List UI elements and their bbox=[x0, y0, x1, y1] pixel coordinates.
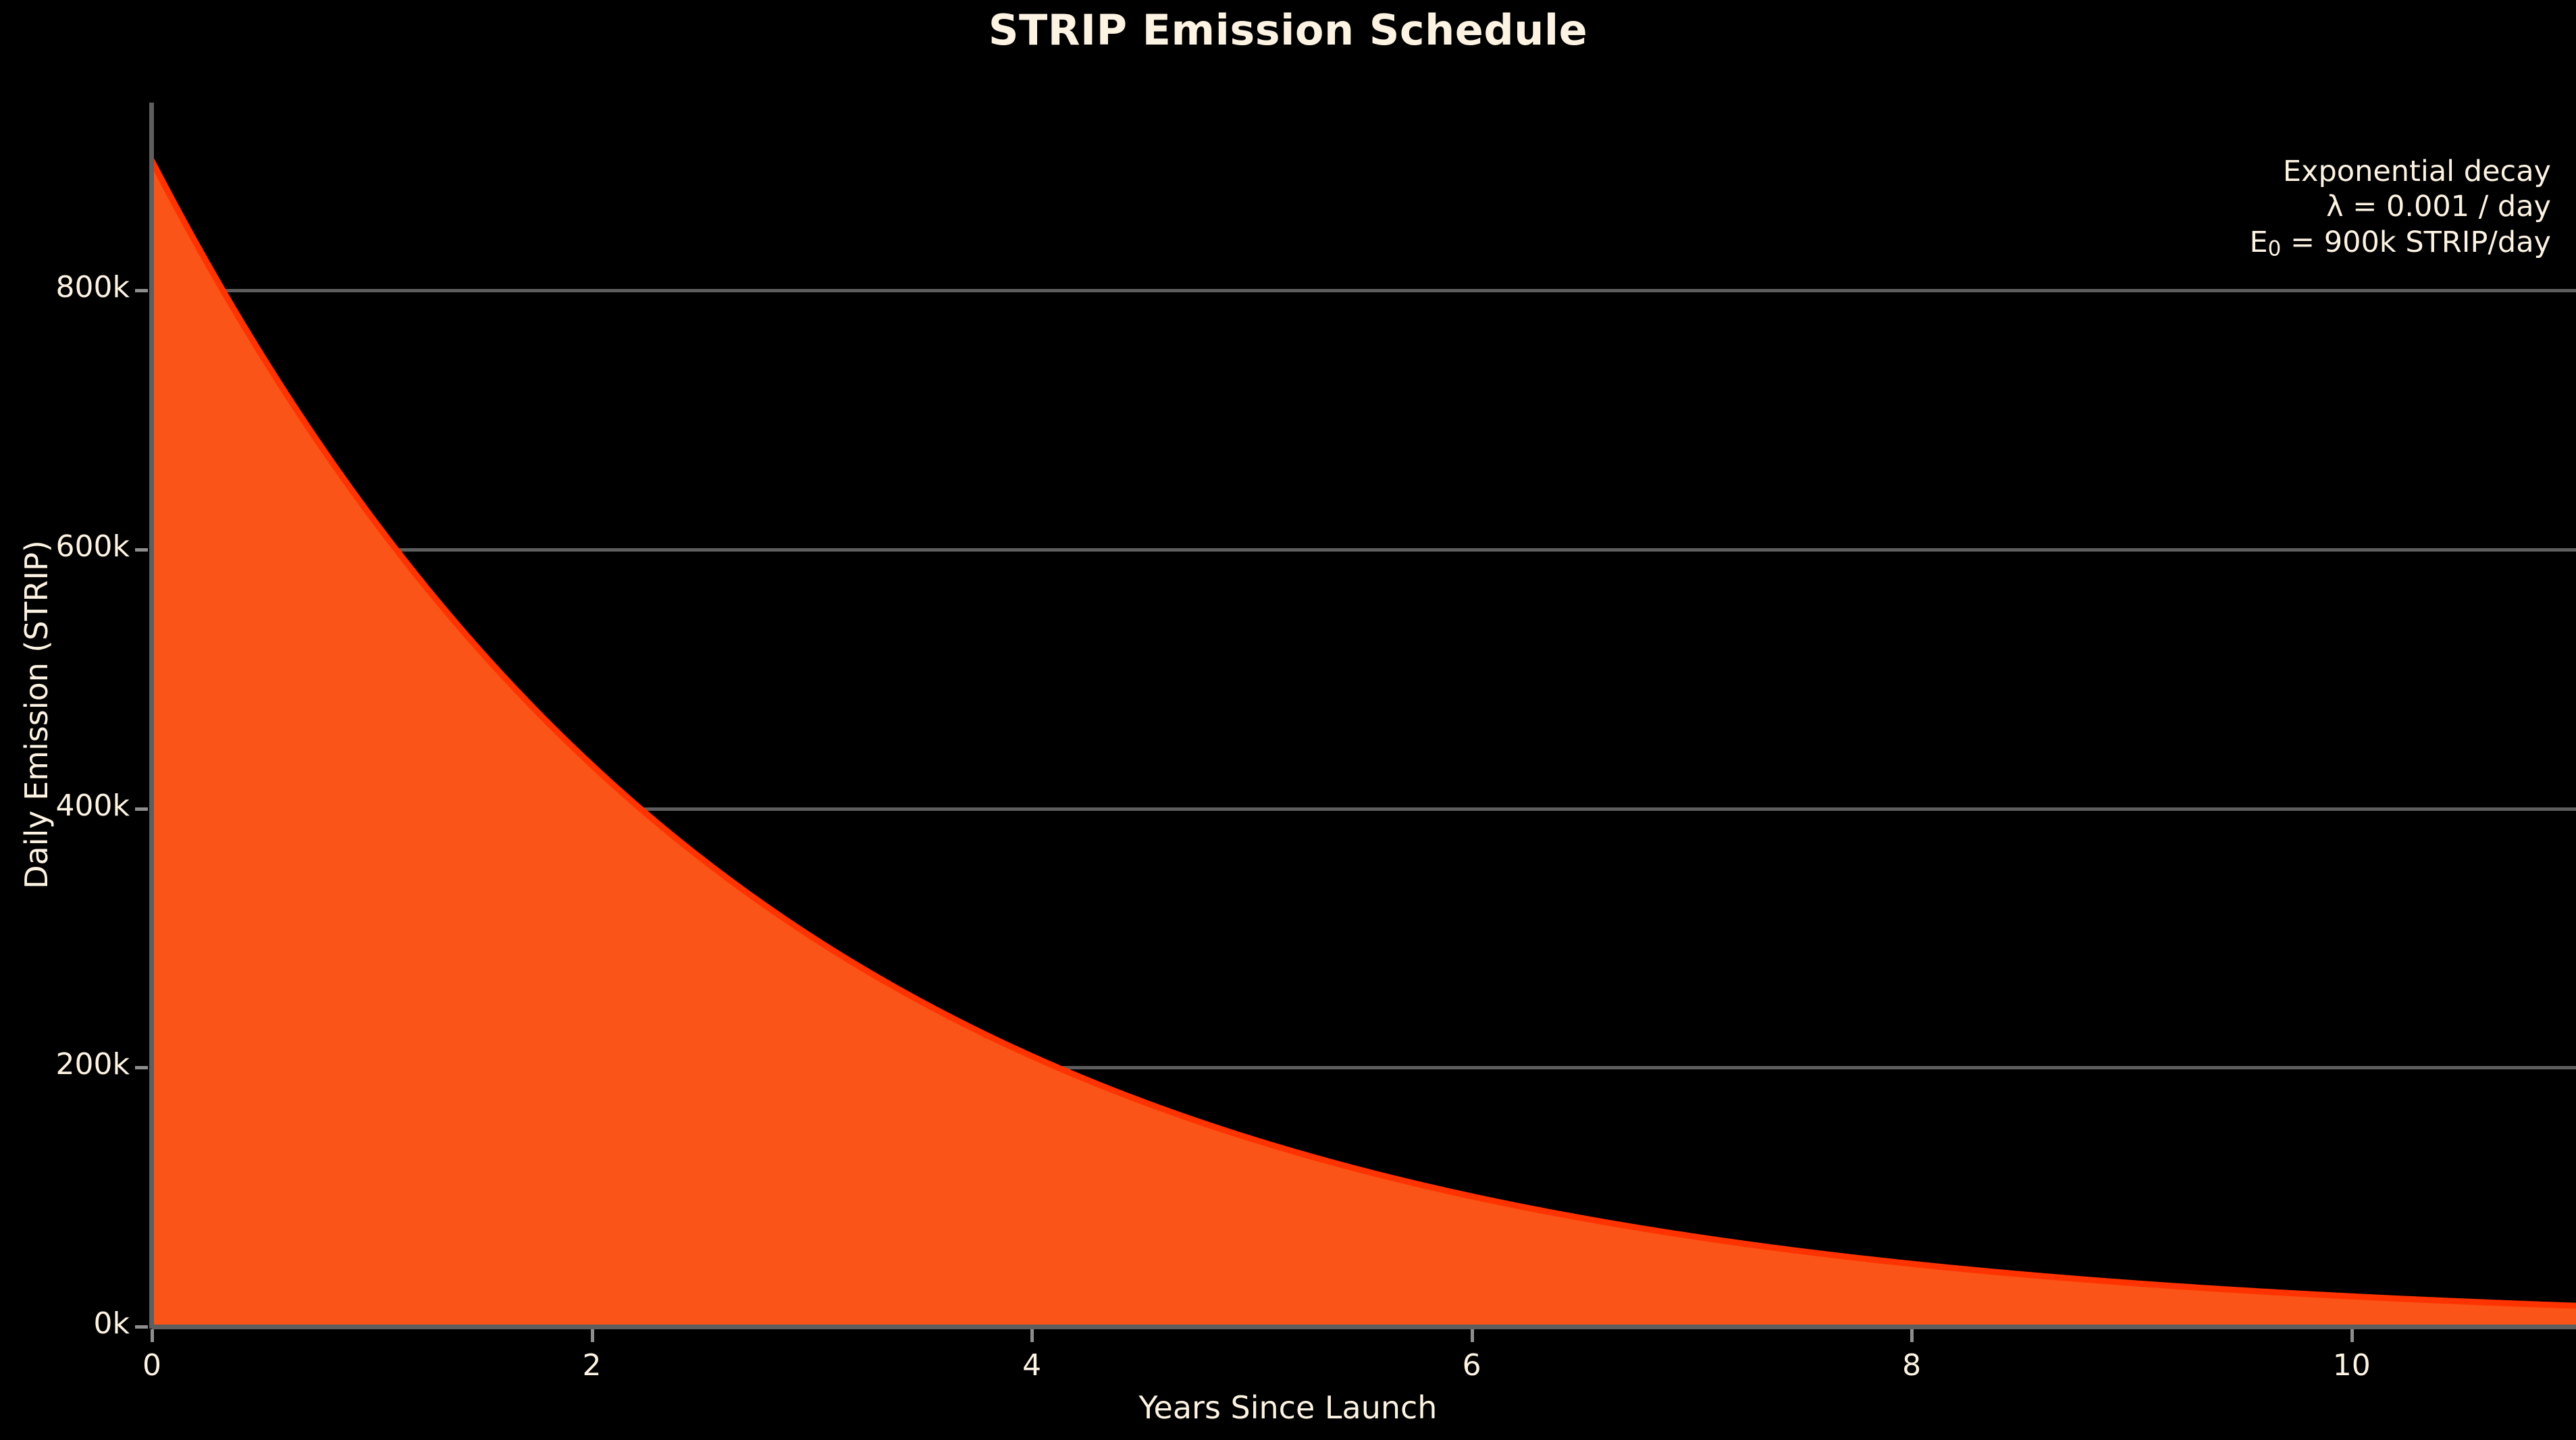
y-axis-label: Daily Emission (STRIP) bbox=[18, 540, 55, 889]
annotation-line-2: λ = 0.001 / day bbox=[2326, 190, 2551, 224]
y-tick-mark bbox=[135, 289, 148, 293]
x-axis-label: Years Since Launch bbox=[1138, 1389, 1438, 1426]
x-tick-label: 0 bbox=[142, 1348, 161, 1383]
x-tick-mark bbox=[590, 1329, 594, 1342]
y-tick-mark bbox=[135, 807, 148, 811]
y-tick-mark bbox=[135, 1325, 148, 1329]
x-tick-mark bbox=[151, 1329, 154, 1342]
y-tick-mark bbox=[135, 548, 148, 552]
x-tick-label: 2 bbox=[582, 1348, 602, 1383]
x-tick-label: 10 bbox=[2332, 1348, 2371, 1383]
x-axis-spine bbox=[152, 1325, 2576, 1329]
annotation-box: Exponential decay λ = 0.001 / day E0 = 9… bbox=[2249, 154, 2551, 262]
emission-curve bbox=[152, 157, 2576, 1327]
y-tick-mark bbox=[135, 1066, 148, 1070]
y-tick-label: 0k bbox=[93, 1306, 130, 1341]
emission-line-stroke bbox=[152, 157, 2576, 1309]
y-tick-label: 800k bbox=[55, 270, 130, 305]
plot-area bbox=[152, 103, 2576, 1327]
x-tick-label: 4 bbox=[1022, 1348, 1042, 1383]
x-tick-label: 8 bbox=[1902, 1348, 1922, 1383]
x-tick-mark bbox=[2350, 1329, 2354, 1342]
y-axis-spine bbox=[149, 103, 154, 1329]
gridline-y bbox=[152, 548, 2576, 552]
gridline-y bbox=[152, 807, 2576, 811]
annotation-e0-symbol: E bbox=[2249, 225, 2268, 259]
x-tick-mark bbox=[1470, 1329, 1474, 1342]
annotation-line-3: E0 = 900k STRIP/day bbox=[2249, 225, 2551, 262]
emission-area-fill bbox=[152, 161, 2576, 1327]
x-tick-mark bbox=[1030, 1329, 1034, 1342]
x-tick-label: 6 bbox=[1462, 1348, 1481, 1383]
y-tick-label: 200k bbox=[55, 1047, 130, 1082]
gridline-y bbox=[152, 1066, 2576, 1070]
y-tick-label: 400k bbox=[55, 788, 130, 823]
annotation-line-1: Exponential decay bbox=[2282, 155, 2551, 188]
annotation-e0-value: = 900k STRIP/day bbox=[2281, 225, 2551, 259]
annotation-e0-subscript: 0 bbox=[2267, 236, 2282, 261]
page-title: STRIP Emission Schedule bbox=[988, 5, 1588, 55]
y-tick-label: 600k bbox=[55, 529, 130, 564]
x-tick-mark bbox=[1910, 1329, 1914, 1342]
gridline-y bbox=[152, 289, 2576, 293]
